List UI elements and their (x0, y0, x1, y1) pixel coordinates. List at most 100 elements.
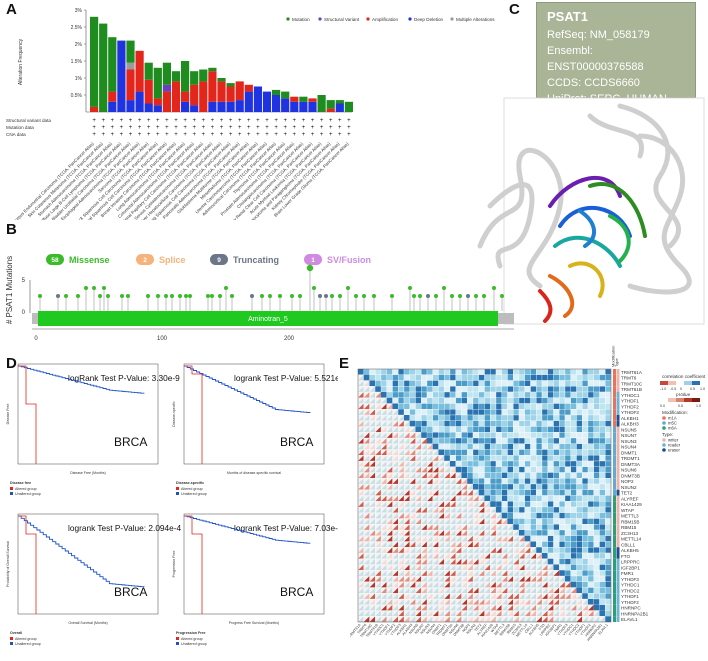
heatmap-cell (501, 409, 508, 416)
heatmap-cell (524, 403, 531, 410)
data-row-plus: + (202, 118, 206, 124)
modification-strip (613, 380, 616, 387)
heatmap-cell (403, 368, 410, 375)
type-strip (616, 610, 620, 617)
type-strip (616, 587, 620, 594)
heatmap-cell (478, 432, 485, 439)
protein-info-card: PSAT1 RefSeq: NM_058179 Ensembl: ENST000… (536, 2, 696, 105)
heatmap-cell (582, 437, 589, 444)
heatmap-triangle (369, 478, 376, 484)
heatmap-triangle (409, 501, 416, 507)
heatmap-triangle (444, 558, 450, 565)
heatmap-cell (587, 466, 594, 473)
type-strip (616, 392, 620, 398)
legend-label: Deep Deletion (414, 17, 444, 22)
heatmap-cell (541, 368, 548, 375)
heatmap-cell (501, 432, 508, 439)
heatmap-triangle (507, 535, 514, 542)
heatmap-cell (426, 420, 433, 427)
heatmap-triangle (444, 489, 450, 496)
row-label: FTO (621, 554, 631, 559)
heatmap-triangle (438, 553, 445, 559)
heatmap-cell (455, 443, 462, 450)
heatmap-cell (495, 391, 502, 398)
heatmap-triangle (404, 484, 410, 490)
heatmap-cell (467, 437, 474, 444)
heatmap-cell (559, 432, 566, 439)
legend-dot (286, 17, 290, 21)
heatmap-cell (553, 547, 560, 554)
heatmap-cell (587, 575, 594, 582)
heatmap-cell (513, 443, 520, 450)
heatmap-triangle (427, 541, 433, 548)
heatmap-cell (513, 420, 520, 427)
km-y-label: Progression Free (172, 551, 176, 578)
heatmap-triangle (542, 604, 548, 611)
heatmap-cell (576, 483, 583, 490)
heatmap-cell (467, 426, 474, 433)
heatmap-triangle (519, 547, 525, 553)
heatmap-triangle (427, 518, 433, 525)
heatmap-cell (570, 564, 577, 571)
heatmap-cell (587, 460, 594, 467)
heatmap-triangle (484, 535, 491, 542)
pvalue-segment (668, 398, 676, 402)
heatmap-cell (518, 483, 525, 490)
data-row-plus: + (156, 118, 160, 124)
heatmap-triangle (473, 547, 479, 553)
heatmap-triangle (467, 616, 473, 622)
row-label: YTHDC1 (621, 583, 640, 588)
modification-strip (613, 507, 616, 513)
heatmap-triangle (490, 604, 496, 611)
type-strip (616, 409, 620, 415)
heatmap-triangle (381, 432, 387, 438)
heatmap-cell (570, 443, 577, 450)
heatmap-triangle (461, 489, 468, 496)
column-label: ELAVL1 (598, 623, 609, 635)
heatmap-cell (490, 495, 497, 502)
heatmap-triangle (363, 547, 370, 553)
heatmap-triangle (375, 478, 381, 484)
heatmap-triangle (358, 403, 364, 410)
type-legend-label: writer (668, 438, 679, 443)
heatmap-triangle (398, 564, 404, 571)
heatmap-triangle (404, 489, 410, 496)
heatmap-triangle (358, 432, 364, 438)
row-label: WTAP (621, 508, 634, 513)
heatmap-triangle (478, 610, 485, 617)
aminotran-domain (38, 311, 498, 326)
heatmap-cell (432, 380, 439, 387)
heatmap-triangle (444, 604, 450, 611)
heatmap-cell (530, 455, 537, 462)
heatmap-triangle (369, 610, 376, 617)
heatmap-cell (467, 443, 474, 450)
data-row-plus: + (256, 125, 260, 131)
heatmap-triangle (386, 426, 393, 433)
heatmap-triangle (496, 535, 502, 542)
km-legend-swatch (10, 637, 13, 640)
heatmap-triangle (536, 581, 542, 588)
heatmap-cell (444, 420, 451, 427)
heatmap-cell (570, 529, 577, 536)
heatmap-cell (582, 478, 589, 485)
heatmap-cell (564, 512, 571, 519)
heatmap-triangle (421, 484, 427, 490)
heatmap-triangle (467, 610, 473, 617)
legend-label: Multiple Alterations (456, 17, 495, 22)
bar-amplification (199, 81, 208, 112)
heatmap-triangle (501, 587, 508, 594)
heatmap-triangle (363, 397, 370, 404)
heatmap-cell (541, 483, 548, 490)
heatmap-cell (461, 374, 468, 381)
heatmap-triangle (450, 541, 456, 548)
heatmap-cell (553, 558, 560, 565)
heatmap-triangle (461, 587, 468, 594)
type-strip (616, 415, 620, 421)
heatmap-cell (507, 506, 514, 513)
heatmap-cell (495, 420, 502, 427)
heatmap-triangle (409, 512, 416, 519)
heatmap-triangle (484, 530, 491, 536)
heatmap-cell (587, 380, 594, 387)
heatmap-triangle (432, 610, 439, 617)
heatmap-cell (530, 535, 537, 542)
